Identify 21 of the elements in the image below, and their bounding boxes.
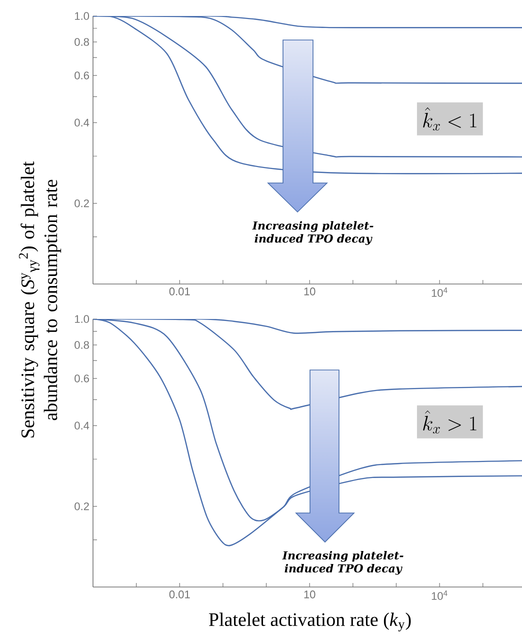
y-tick-label: 0.6 bbox=[74, 374, 89, 382]
y-tick-label: 0.2 bbox=[74, 199, 89, 208]
x-tick-label: 0.01 bbox=[169, 288, 190, 296]
x-tick-label: 10$^{4}$ bbox=[432, 288, 448, 297]
x-tick-label: 10 bbox=[304, 288, 316, 296]
y-tick-label: 0.8 bbox=[74, 38, 89, 46]
y-tick-label: 1.0 bbox=[75, 12, 90, 20]
y-tick-label: 0.6 bbox=[74, 72, 89, 80]
y-tick-label: 0.4 bbox=[74, 118, 90, 127]
y-tick-label: 0.2 bbox=[74, 502, 89, 510]
y-tick-label: 1.0 bbox=[75, 315, 90, 323]
y-tick-label: 0.8 bbox=[74, 341, 89, 349]
x-tick-label: 0.01 bbox=[169, 590, 190, 598]
annotation: $\hat{k}_x < 1$ bbox=[423, 107, 476, 131]
x-tick-label: 10 bbox=[304, 590, 316, 598]
annotation: Increasing platelet-induced TPO decay bbox=[252, 221, 374, 245]
annotation: $\hat{k}_x > 1$ bbox=[423, 410, 476, 434]
x-axis-title: Platelet activation rate (k$_{y}$) bbox=[208, 612, 411, 632]
y-tick-label: 0.4 bbox=[74, 422, 90, 430]
x-tick-label: 10$^{4}$ bbox=[432, 590, 448, 600]
annotation: Increasing platelet-induced TPO decay bbox=[282, 550, 404, 575]
